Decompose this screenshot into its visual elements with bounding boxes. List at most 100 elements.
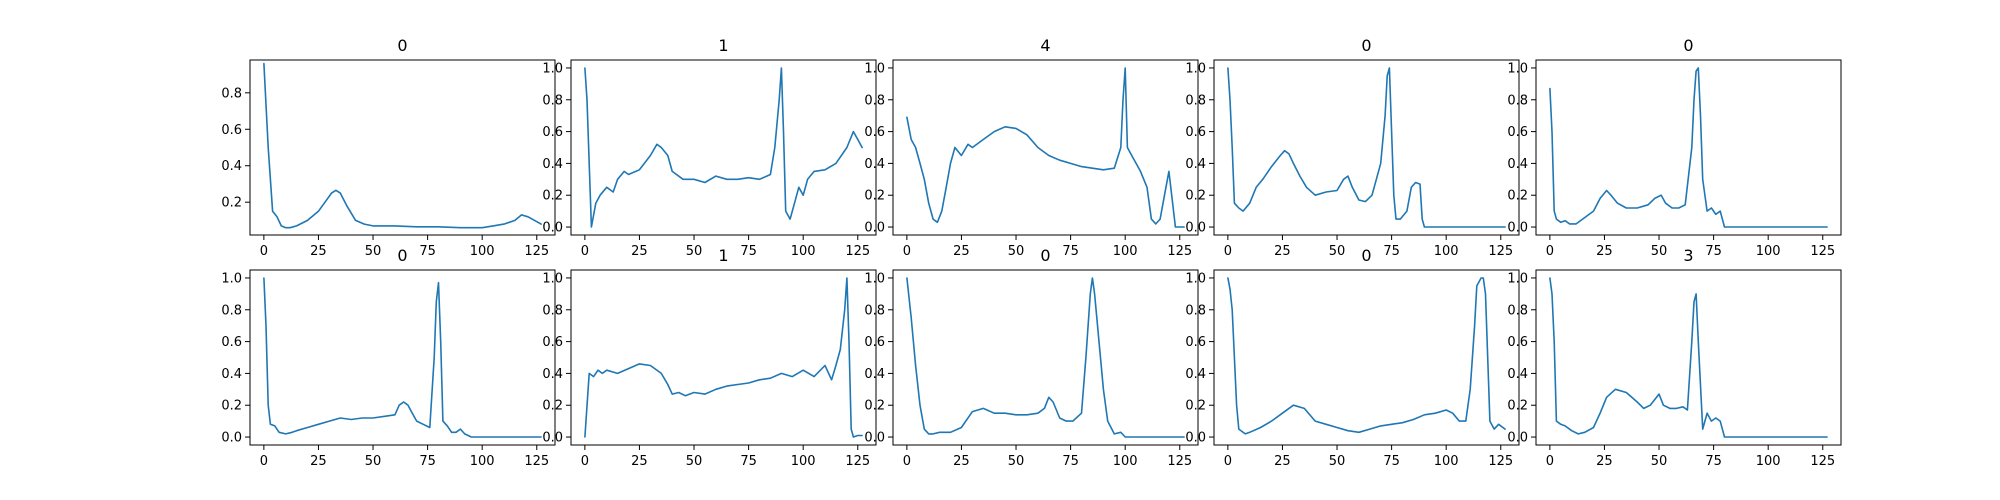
subplot-10: 3 0 25 50 75 100 125 0.0 0.2 0.4 0.6 0.8 1.0	[1507, 246, 1842, 469]
series-line	[1549, 67, 1828, 228]
x-tick-label: 25	[1596, 244, 1613, 259]
x-tick-label: 125	[1810, 244, 1835, 259]
x-tick-label: 100	[791, 454, 816, 469]
x-tick-label: 0	[260, 244, 268, 259]
x-tick-label: 75	[740, 244, 757, 259]
x-tick-label: 100	[1756, 244, 1781, 259]
y-tick-label: 0.6	[1185, 125, 1206, 140]
x-tick-label: 50	[1329, 244, 1346, 259]
y-tick-label: 0.8	[864, 303, 885, 318]
x-tick-label: 125	[524, 454, 549, 469]
axes-frame	[1535, 59, 1842, 236]
x-tick-label: 50	[1008, 244, 1025, 259]
x-tick-label: 25	[953, 244, 970, 259]
x-tick-label: 100	[1113, 244, 1138, 259]
x-tick-label: 0	[1224, 244, 1232, 259]
axes-frame	[892, 269, 1199, 446]
y-tick-label: 0.6	[221, 335, 242, 350]
x-tick-label: 125	[1167, 244, 1192, 259]
x-tick-label: 75	[1383, 244, 1400, 259]
y-tick-label: 0.6	[1185, 335, 1206, 350]
x-tick-label: 0	[903, 244, 911, 259]
y-tick-label: 0.4	[1185, 157, 1206, 172]
x-tick-label: 50	[1329, 454, 1346, 469]
y-tick-label: 0.0	[864, 431, 885, 446]
x-tick-label: 25	[953, 454, 970, 469]
x-tick-label: 125	[845, 454, 870, 469]
x-tick-label: 100	[1434, 454, 1459, 469]
subplot-4: 0 0 25 50 75 100 125 0.0 0.2 0.4 0.6 0.8 1.0	[1185, 36, 1520, 259]
subplot-title: 0	[1361, 36, 1371, 55]
y-tick-label: 0.6	[864, 125, 885, 140]
subplot-title: 0	[1040, 246, 1050, 265]
x-tick-label: 75	[419, 244, 436, 259]
x-tick-label: 125	[1488, 454, 1513, 469]
axes-frame	[892, 59, 1199, 236]
y-tick-label: 1.0	[864, 61, 885, 76]
y-tick-label: 0.8	[221, 86, 242, 101]
y-tick-label: 0.0	[1507, 221, 1528, 236]
series-line	[584, 67, 863, 228]
series-line	[1549, 277, 1828, 438]
x-tick-label: 75	[1062, 454, 1079, 469]
x-tick-label: 0	[903, 454, 911, 469]
y-tick-label: 0.0	[542, 431, 563, 446]
y-tick-label: 1.0	[542, 61, 563, 76]
y-tick-label: 0.8	[221, 303, 242, 318]
y-tick-label: 0.2	[864, 189, 885, 204]
x-tick-label: 100	[1113, 454, 1138, 469]
x-tick-label: 125	[1810, 454, 1835, 469]
x-tick-label: 25	[310, 244, 327, 259]
y-tick-label: 0.8	[542, 93, 563, 108]
y-tick-label: 0.8	[1507, 93, 1528, 108]
y-tick-label: 0.4	[1507, 157, 1528, 172]
y-tick-label: 0.0	[1185, 221, 1206, 236]
x-tick-label: 50	[1651, 454, 1668, 469]
y-tick-label: 0.4	[221, 159, 242, 174]
series-line	[263, 277, 542, 438]
subplot-5: 0 0 25 50 75 100 125 0.0 0.2 0.4 0.6 0.8 1.0	[1507, 36, 1842, 259]
y-tick-label: 0.4	[1507, 367, 1528, 382]
x-tick-label: 50	[365, 244, 382, 259]
series-line	[906, 67, 1185, 228]
y-tick-label: 0.6	[221, 123, 242, 138]
y-tick-label: 0.6	[542, 125, 563, 140]
axes-frame	[1535, 269, 1842, 446]
x-tick-label: 100	[1756, 454, 1781, 469]
subplot-title: 1	[718, 36, 728, 55]
x-tick-label: 25	[1596, 454, 1613, 469]
axes-frame	[249, 269, 556, 446]
y-tick-label: 0.8	[1507, 303, 1528, 318]
x-tick-label: 75	[419, 454, 436, 469]
y-tick-label: 0.8	[1185, 303, 1206, 318]
x-tick-label: 100	[470, 454, 495, 469]
y-tick-label: 0.8	[1185, 93, 1206, 108]
x-tick-label: 50	[686, 244, 703, 259]
y-tick-label: 0.6	[1507, 335, 1528, 350]
y-tick-label: 0.2	[1507, 189, 1528, 204]
series-line	[906, 277, 1185, 438]
subplot-3: 4 0 25 50 75 100 125 0.0 0.2 0.4 0.6 0.8 1.0	[864, 36, 1199, 259]
x-tick-label: 75	[1705, 244, 1722, 259]
subplot-title: 0	[397, 36, 407, 55]
y-tick-label: 0.4	[542, 157, 563, 172]
x-tick-label: 0	[581, 244, 589, 259]
y-tick-label: 0.2	[1185, 189, 1206, 204]
x-tick-label: 0	[1546, 244, 1554, 259]
subplot-1: 0 0 25 50 75 100 125 0.2 0.4 0.6 0.8	[221, 36, 556, 259]
y-tick-label: 0.6	[542, 335, 563, 350]
subplot-title: 3	[1683, 246, 1693, 265]
x-tick-label: 125	[845, 244, 870, 259]
axes-frame	[1213, 59, 1520, 236]
y-tick-label: 0.2	[221, 399, 242, 414]
y-tick-label: 0.4	[1185, 367, 1206, 382]
subplot-title: 0	[397, 246, 407, 265]
x-tick-label: 75	[740, 454, 757, 469]
y-tick-label: 0.4	[864, 157, 885, 172]
y-tick-label: 0.2	[542, 399, 563, 414]
x-tick-label: 50	[365, 454, 382, 469]
y-tick-label: 0.4	[542, 367, 563, 382]
x-tick-label: 25	[631, 454, 648, 469]
x-tick-label: 125	[524, 244, 549, 259]
